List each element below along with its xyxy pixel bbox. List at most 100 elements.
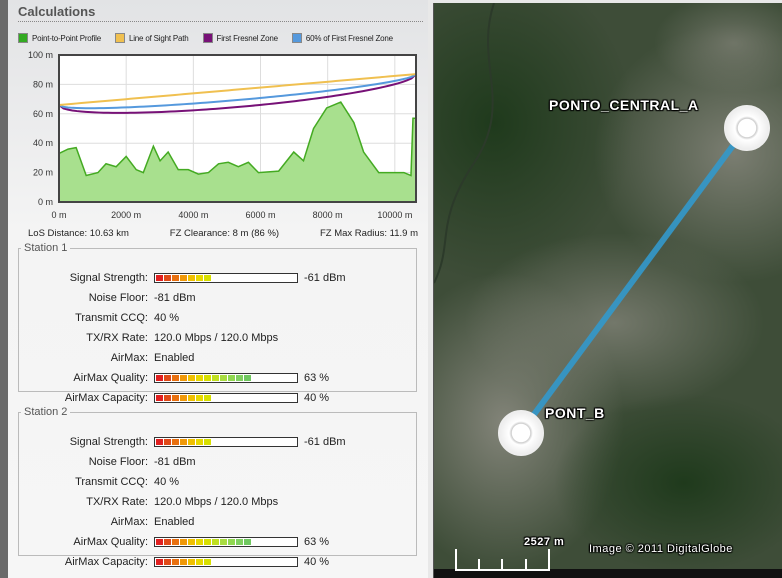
meter-segment (196, 375, 203, 381)
y-tick-label: 60 m (33, 109, 53, 119)
legend-swatch (291, 33, 302, 43)
row-label: Signal Strength: (69, 436, 148, 448)
meter-segment (156, 439, 163, 445)
legend-label: Line of Sight Path (128, 33, 189, 43)
meter-segment (204, 539, 211, 545)
meter-segment (180, 539, 187, 545)
meter-segment (164, 559, 171, 565)
station-row: TX/RX Rate: 120.0 Mbps / 120.0 Mbps (19, 494, 278, 510)
meter-segment (156, 375, 163, 381)
meter-segment (236, 375, 243, 381)
row-value: Enabled (154, 516, 195, 528)
meter-segment (196, 539, 203, 545)
x-tick-label: 6000 m (245, 210, 275, 220)
placemark-pin-icon[interactable] (498, 410, 544, 456)
placemark-pin-icon[interactable] (724, 105, 770, 151)
station-row: Signal Strength: -61 dBm (19, 270, 346, 286)
legend-item: Line of Sight Path (114, 33, 189, 43)
row-label: AirMax Quality: (73, 536, 148, 548)
x-tick-label: 4000 m (178, 210, 208, 220)
row-value: -61 dBm (304, 436, 346, 448)
row-value: 120.0 Mbps / 120.0 Mbps (154, 332, 279, 344)
meter-segment (164, 539, 171, 545)
station-row: AirMax: Enabled (19, 350, 195, 366)
scale-bar (455, 549, 550, 571)
line-of-sight (58, 73, 417, 106)
meter-segment (164, 375, 171, 381)
row-value: -61 dBm (304, 272, 346, 284)
row-value: 40 % (154, 312, 180, 324)
station-row: Noise Floor: -81 dBm (19, 454, 196, 470)
legend-label: Point-to-Point Profile (32, 33, 101, 43)
x-tick-label: 2000 m (111, 210, 141, 220)
x-tick-label: 10000 m (377, 210, 412, 220)
row-label: AirMax: (110, 516, 148, 528)
meter-segment (196, 439, 203, 445)
level-meter (154, 557, 298, 567)
row-value: 40 % (154, 476, 180, 488)
meter-segment (204, 275, 211, 281)
calculations-panel: Calculations Point-to-Point Profile Line … (0, 0, 428, 578)
scale-label: 2527 m (524, 536, 565, 548)
meter-segment (196, 395, 203, 401)
placemark-label-b[interactable]: PONT_B (545, 405, 605, 421)
row-value: -81 dBm (154, 456, 196, 468)
row-label: AirMax Capacity: (64, 556, 148, 568)
meter-segment (172, 439, 179, 445)
station-row: Signal Strength: -61 dBm (19, 434, 346, 450)
meter-segment (188, 539, 195, 545)
row-label: AirMax Capacity: (64, 392, 148, 404)
terrain-profile (58, 101, 417, 203)
meter-segment (228, 539, 235, 545)
row-value: 63 % (304, 536, 330, 548)
station-1-panel: Station 1 Signal Strength: -61 dBm Noise Fl… (18, 242, 417, 404)
meter-segment (220, 375, 227, 381)
meter-segment (188, 275, 195, 281)
row-value: 40 % (304, 556, 330, 568)
row-label: Signal Strength: (69, 272, 148, 284)
meter-segment (196, 275, 203, 281)
meter-segment (196, 559, 203, 565)
satellite-map[interactable]: PONTO_CENTRAL_A PONT_B 2527 m Image © 20… (433, 3, 782, 578)
meter-segment (188, 559, 195, 565)
row-label: Noise Floor: (88, 292, 148, 304)
row-value: Enabled (154, 352, 195, 364)
link-stats: LoS Distance: 10.63 km FZ Clearance: 8 m… (28, 228, 418, 239)
meter-segment (156, 559, 163, 565)
station-row: Transmit CCQ: 40 % (19, 310, 179, 326)
level-meter (154, 537, 298, 547)
meter-segment (188, 439, 195, 445)
row-label: Transmit CCQ: (75, 476, 148, 488)
meter-segment (228, 375, 235, 381)
meter-segment (188, 395, 195, 401)
meter-segment (204, 439, 211, 445)
meter-segment (204, 559, 211, 565)
meter-segment (180, 395, 187, 401)
meter-segment (180, 559, 187, 565)
legend-label: 60% of First Fresnel Zone (305, 33, 393, 43)
meter-segment (244, 539, 251, 545)
station-row: AirMax Capacity: 40 % (19, 390, 329, 406)
meter-segment (244, 375, 251, 381)
y-tick-label: 0 m (38, 197, 53, 207)
station-row: AirMax Quality: 63 % (19, 534, 329, 550)
level-meter (154, 373, 298, 383)
meter-segment (180, 375, 187, 381)
meter-segment (236, 539, 243, 545)
legend-swatch (202, 33, 213, 43)
meter-segment (172, 395, 179, 401)
legend-swatch (18, 33, 28, 43)
copyright: Image © 2011 DigitalGlobe (589, 543, 733, 555)
meter-segment (172, 375, 179, 381)
row-label: TX/RX Rate: (86, 496, 148, 508)
placemark-label-a[interactable]: PONTO_CENTRAL_A (549, 97, 699, 113)
meter-segment (188, 375, 195, 381)
level-meter (154, 273, 298, 283)
meter-segment (164, 275, 171, 281)
legend-item: First Fresnel Zone (202, 33, 279, 43)
legend-label: First Fresnel Zone (216, 33, 279, 43)
legend-swatch (114, 33, 125, 43)
legend-item: Point-to-Point Profile (18, 33, 101, 43)
plot-border (58, 54, 417, 203)
y-tick-label: 100 m (28, 50, 53, 60)
